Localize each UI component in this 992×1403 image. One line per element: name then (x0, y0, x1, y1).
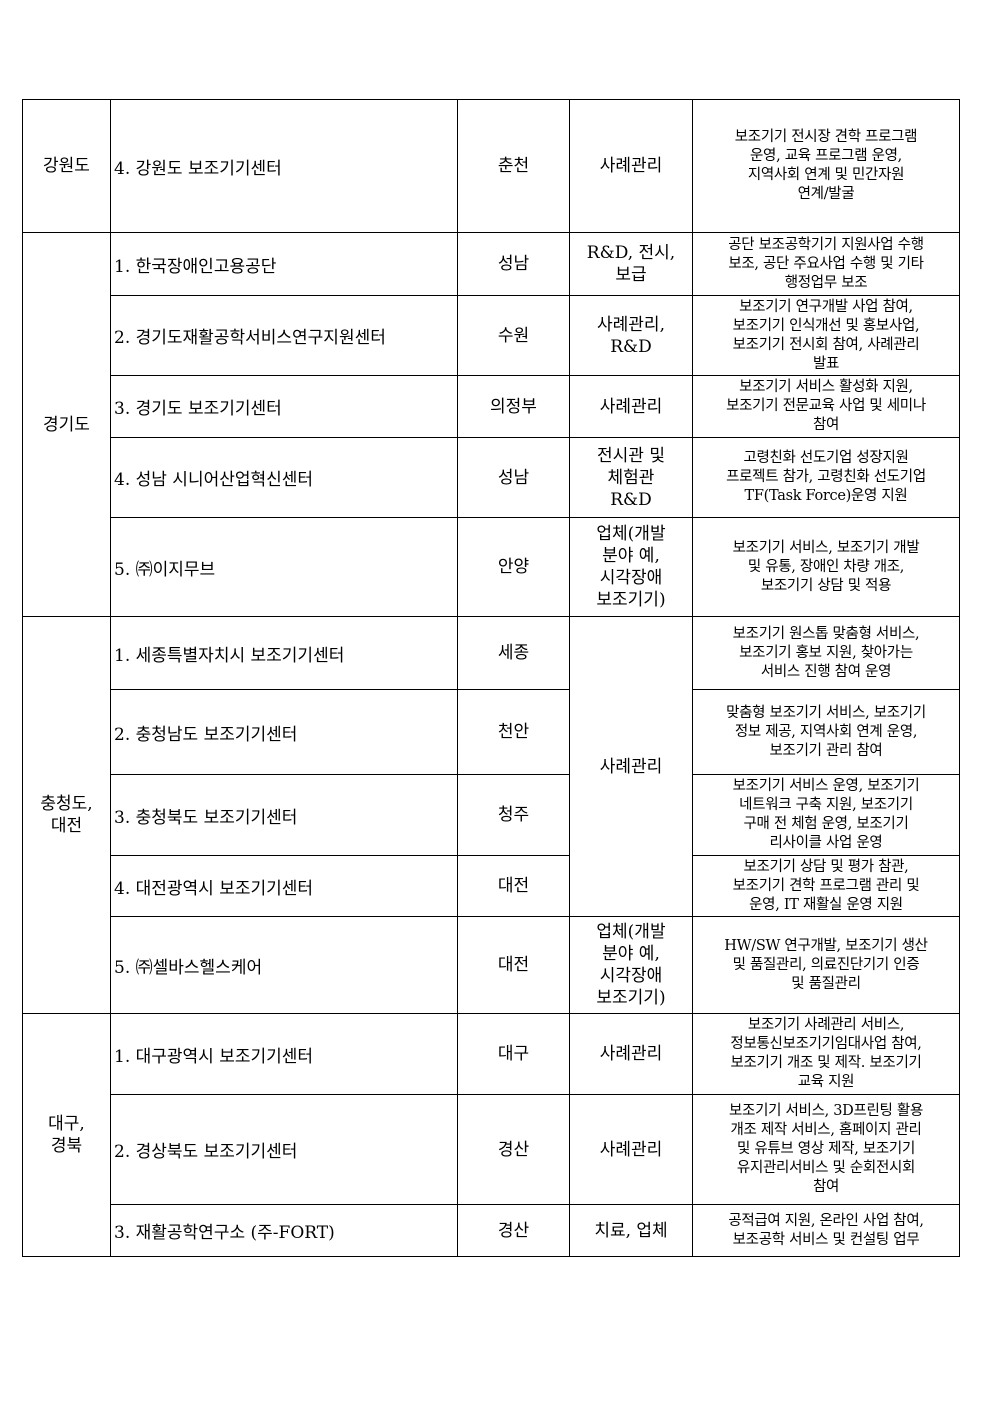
table-row: 5. ㈜이지무브 안양 업체(개발 분야 예, 시각장애 보조기기) 보조기기 서비스… (23, 517, 960, 617)
institution-name: 2. 경상북도 보조기기센터 (110, 1094, 458, 1205)
table-row: 4. 대전광역시 보조기기센터 대전 보조기기 상담 및 평가 참관, 보조기기 견… (23, 855, 960, 917)
description-cell: 보조기기 전시장 견학 프로그램 운영, 교육 프로그램 운영, 지역사회 연계… (692, 99, 960, 233)
table-row: 2. 경기도재활공학서비스연구지원센터 수원 사례관리, R&D 보조기기 연구개발 … (23, 295, 960, 376)
institution-name: 4. 대전광역시 보조기기센터 (110, 855, 458, 917)
city-cell: 성남 (457, 232, 570, 296)
description-cell: 보조기기 원스톱 맞춤형 서비스, 보조기기 홍보 지원, 찾아가는 서비스 진… (692, 616, 960, 690)
category-cell: 업체(개발 분야 예, 시각장애 보조기기) (569, 517, 693, 617)
city-cell: 대전 (457, 855, 570, 917)
city-cell: 안양 (457, 517, 570, 617)
description-cell: 고령친화 선도기업 성장지원 프로젝트 참가, 고령친화 선도기업 TF(Tas… (692, 437, 960, 518)
region-cell: 대구, 경북 (22, 1013, 111, 1257)
table-row: 2. 충청남도 보조기기센터 천안 맞춤형 보조기기 서비스, 보조기기 정보 제공… (23, 689, 960, 775)
institution-name: 3. 재활공학연구소 (주-FORT) (110, 1204, 458, 1257)
region-cell: 경기도 (22, 232, 111, 617)
city-cell: 대구 (457, 1013, 570, 1095)
table-row: 3. 경기도 보조기기센터 의정부 사례관리 보조기기 서비스 활성화 지원, 보조기… (23, 375, 960, 438)
description-cell: 보조기기 서비스 운영, 보조기기 네트워크 구축 지원, 보조기기 구매 전 … (692, 774, 960, 856)
category-cell: 전시관 및 체험관 R&D (569, 437, 693, 518)
description-cell: 맞춤형 보조기기 서비스, 보조기기 정보 제공, 지역사회 연계 운영, 보조… (692, 689, 960, 775)
city-cell: 수원 (457, 295, 570, 376)
institution-name: 3. 경기도 보조기기센터 (110, 375, 458, 438)
category-cell: 치료, 업체 (569, 1204, 693, 1257)
description-cell: 보조기기 연구개발 사업 참여, 보조기기 인식개선 및 홍보사업, 보조기기 … (692, 295, 960, 376)
table-row: 2. 경상북도 보조기기센터 경산 사례관리 보조기기 서비스, 3D프린팅 활용 개… (23, 1094, 960, 1205)
institution-name: 3. 충청북도 보조기기센터 (110, 774, 458, 856)
category-cell: 사례관리 (569, 1094, 693, 1205)
table-row: 4. 성남 시니어산업혁신센터 성남 전시관 및 체험관 R&D 고령친화 선도기업 … (23, 437, 960, 518)
description-cell: 보조기기 서비스 활성화 지원, 보조기기 전문교육 사업 및 세미나 참여 (692, 375, 960, 438)
city-cell: 춘천 (457, 99, 570, 233)
institution-table: 강원도 4. 강원도 보조기기센터 춘천 사례관리 보조기기 전시장 견학 프로그램 운… (22, 99, 960, 1257)
city-cell: 의정부 (457, 375, 570, 438)
table-row: 5. ㈜셀바스헬스케어 대전 업체(개발 분야 예, 시각장애 보조기기) HW/SW… (23, 916, 960, 1014)
category-cell: 사례관리 (569, 1013, 693, 1095)
institution-name: 1. 세종특별자치시 보조기기센터 (110, 616, 458, 690)
region-cell: 충청도, 대전 (22, 616, 111, 1014)
description-cell: 보조기기 서비스, 3D프린팅 활용 개조 제작 서비스, 홈페이지 관리 및 … (692, 1094, 960, 1205)
city-cell: 성남 (457, 437, 570, 518)
institution-name: 2. 충청남도 보조기기센터 (110, 689, 458, 775)
description-cell: 보조기기 서비스, 보조기기 개발 및 유통, 장애인 차량 개조, 보조기기 … (692, 517, 960, 617)
city-cell: 천안 (457, 689, 570, 775)
description-cell: HW/SW 연구개발, 보조기기 생산 및 품질관리, 의료진단기기 인증 및 … (692, 916, 960, 1014)
city-cell: 경산 (457, 1094, 570, 1205)
description-cell: 공적급여 지원, 온라인 사업 참여, 보조공학 서비스 및 컨설팅 업무 (692, 1204, 960, 1257)
category-cell: 사례관리 (569, 99, 693, 233)
city-cell: 청주 (457, 774, 570, 856)
institution-name: 2. 경기도재활공학서비스연구지원센터 (110, 295, 458, 376)
table-row: 경기도 1. 한국장애인고용공단 성남 R&D, 전시, 보급 공단 보조공학기기 지원… (22, 232, 960, 617)
institution-name: 4. 강원도 보조기기센터 (110, 99, 458, 233)
region-cell: 강원도 (22, 99, 111, 233)
institution-name: 1. 대구광역시 보조기기센터 (110, 1013, 458, 1095)
description-cell: 보조기기 사례관리 서비스, 정보통신보조기기임대사업 참여, 보조기기 개조 … (692, 1013, 960, 1095)
city-cell: 세종 (457, 616, 570, 690)
institution-name: 4. 성남 시니어산업혁신센터 (110, 437, 458, 518)
table-row: 3. 재활공학연구소 (주-FORT) 경산 치료, 업체 공적급여 지원, 온라인 … (23, 1204, 960, 1257)
table-row: 충청도, 대전 1. 세종특별자치시 보조기기센터 세종 사례관리 보조기기 원스톱 맞… (22, 616, 960, 1014)
table-row: 강원도 4. 강원도 보조기기센터 춘천 사례관리 보조기기 전시장 견학 프로그램 운… (22, 99, 960, 233)
description-cell: 보조기기 상담 및 평가 참관, 보조기기 견학 프로그램 관리 및 운영, I… (692, 855, 960, 917)
institution-name: 1. 한국장애인고용공단 (110, 232, 458, 296)
city-cell: 대전 (457, 916, 570, 1014)
category-cell: 사례관리 (569, 375, 693, 438)
category-cell: 사례관리 (569, 616, 693, 917)
city-cell: 경산 (457, 1204, 570, 1257)
table-row: 3. 충청북도 보조기기센터 청주 보조기기 서비스 운영, 보조기기 네트워크 구… (23, 774, 960, 856)
category-cell: 업체(개발 분야 예, 시각장애 보조기기) (569, 916, 693, 1014)
category-cell: 사례관리, R&D (569, 295, 693, 376)
description-cell: 공단 보조공학기기 지원사업 수행 보조, 공단 주요사업 수행 및 기타 행정… (692, 232, 960, 296)
institution-name: 5. ㈜이지무브 (110, 517, 458, 617)
table-row: 대구, 경북 1. 대구광역시 보조기기센터 대구 사례관리 보조기기 사례관리 서비스… (22, 1013, 960, 1257)
category-cell: R&D, 전시, 보급 (569, 232, 693, 296)
institution-name: 5. ㈜셀바스헬스케어 (110, 916, 458, 1014)
